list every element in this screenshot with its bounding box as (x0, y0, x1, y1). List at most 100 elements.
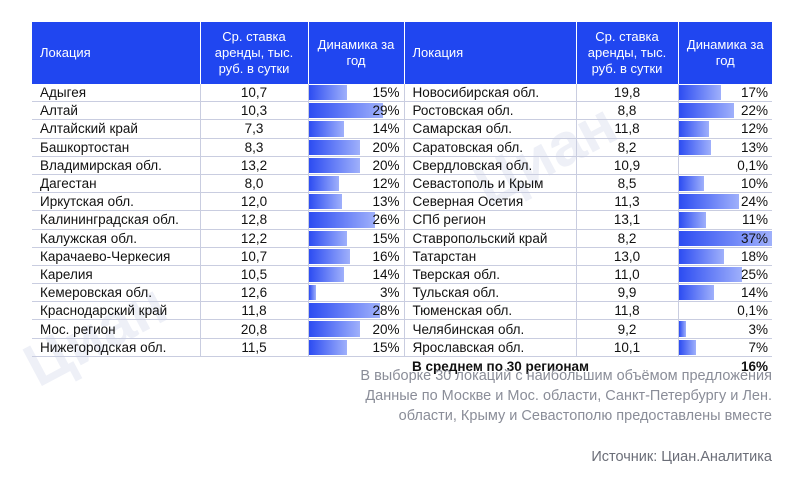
dynamics-value: 28% (372, 303, 400, 319)
location-cell: Самарская обл. (404, 119, 577, 139)
location-cell: Новосибирская обл. (404, 84, 577, 103)
rate-cell: 12,8 (200, 210, 309, 230)
dynamics-value: 14% (740, 285, 768, 301)
dynamics-value: 12% (740, 121, 768, 137)
note-line: области, Крыму и Севастополю предоставле… (398, 408, 772, 424)
dynamics-bar (308, 121, 345, 137)
notes: В выборке 30 локаций с наибольшим объёмо… (360, 366, 772, 426)
dynamics-bar (308, 194, 342, 210)
header-rate-left: Ср. ставка аренды, тыс. руб. в сутки (200, 22, 309, 84)
rate-cell: 13,1 (576, 210, 679, 230)
dynamics-bar (308, 212, 376, 228)
dynamics-value: 17% (740, 85, 768, 101)
dynamics-bar (308, 85, 347, 101)
dynamics-value: 0,1% (737, 303, 768, 319)
table-body: Адыгея 10,7 15% Новосибирская обл. 19,8 17% Ал… (32, 84, 772, 377)
dynamics-value: 37% (740, 230, 768, 246)
rate-cell: 13,2 (200, 156, 309, 175)
rate-cell: 10,1 (576, 338, 679, 357)
dynamics-cell: 10% (678, 174, 772, 194)
rate-cell: 8,0 (200, 174, 309, 194)
location-cell: Кемеровская обл. (32, 283, 201, 303)
dynamics-cell: 20% (308, 138, 405, 157)
dynamics-cell: 12% (308, 174, 405, 194)
dynamics-cell: 20% (308, 319, 405, 339)
dynamics-bar (678, 285, 714, 301)
rate-cell: 11,3 (576, 192, 679, 212)
dynamics-cell: 3% (678, 319, 772, 339)
rate-cell: 8,8 (576, 101, 679, 121)
average-row: В среднем по 30 регионам 16% (32, 356, 772, 377)
table-row: Алтай 10,3 29% Ростовская обл. 8,8 22% (32, 101, 772, 121)
dynamics-value: 3% (379, 285, 400, 301)
location-cell: Дагестан (32, 174, 201, 194)
dynamics-cell: 15% (308, 229, 405, 248)
dynamics-bar (308, 175, 340, 192)
dynamics-bar (308, 303, 381, 319)
location-cell: Алтай (32, 101, 201, 121)
location-cell: Тюменская обл. (404, 301, 577, 321)
dynamics-cell: 37% (678, 229, 772, 248)
dynamics-bar (308, 266, 345, 283)
rate-cell: 9,2 (576, 319, 679, 339)
location-cell: Северная Осетия (404, 192, 577, 212)
dynamics-value: 15% (372, 230, 400, 246)
dynamics-bar (678, 266, 742, 283)
dynamics-value: 13% (740, 139, 768, 155)
rate-cell: 8,5 (576, 174, 679, 194)
table-row: Дагестан 8,0 12% Севастополь и Крым 8,5 10% (32, 174, 772, 194)
location-cell: Мос. регион (32, 319, 201, 339)
dynamics-cell: 15% (308, 84, 405, 103)
dynamics-bar (678, 194, 740, 210)
dynamics-bar (678, 339, 697, 355)
dynamics-bar (308, 285, 317, 301)
dynamics-cell: 14% (678, 283, 772, 303)
rate-cell: 11,0 (576, 265, 679, 285)
note-line: Данные по Москве и Мос. области, Санкт-П… (365, 388, 772, 404)
location-cell: Челябинская обл. (404, 319, 577, 339)
dynamics-bar (308, 157, 360, 173)
rate-cell: 11,8 (576, 119, 679, 139)
location-cell: Тверская обл. (404, 265, 577, 285)
table-row: Алтайский край 7,3 14% Самарская обл. 11,8 12… (32, 119, 772, 139)
rate-cell: 20,8 (200, 319, 309, 339)
dynamics-cell: 3% (308, 283, 405, 303)
table-row: Краснодарский край 11,8 28% Тюменская обл. 1… (32, 301, 772, 321)
table-row: Карелия 10,5 14% Тверская обл. 11,0 25% (32, 265, 772, 285)
dynamics-cell: 22% (678, 101, 772, 121)
dynamics-bar (678, 121, 709, 137)
dynamics-bar (678, 212, 707, 228)
header-dynamics-right: Динамика за год (678, 22, 772, 84)
dynamics-cell: 14% (308, 265, 405, 285)
table-row: Карачаево-Черкесия 10,7 16% Татарстан 13,0 18… (32, 247, 772, 266)
location-cell: Карачаево-Черкесия (32, 247, 201, 266)
table-row: Калининградская обл. 12,8 26% СПб регион 13,… (32, 210, 772, 230)
dynamics-bar (678, 103, 735, 119)
rate-cell: 8,2 (576, 138, 679, 157)
location-cell: Башкортостан (32, 138, 201, 157)
rate-cell: 10,3 (200, 101, 309, 121)
rate-cell: 10,7 (200, 84, 309, 103)
dynamics-cell: 12% (678, 119, 772, 139)
rate-cell: 19,8 (576, 84, 679, 103)
dynamics-cell: 14% (308, 119, 405, 139)
rate-cell: 7,3 (200, 119, 309, 139)
source-label: Источник: Циан.Аналитика (591, 449, 772, 465)
dynamics-cell: 24% (678, 192, 772, 212)
table-row: Кемеровская обл. 12,6 3% Тульская обл. 9,9 14… (32, 283, 772, 303)
dynamics-bar (308, 248, 350, 264)
location-cell: Иркутская обл. (32, 192, 201, 212)
note-line: В выборке 30 локаций с наибольшим объёмо… (360, 368, 772, 384)
dynamics-value: 3% (748, 321, 768, 337)
location-cell: Ростовская обл. (404, 101, 577, 121)
rate-cell: 11,8 (200, 301, 309, 321)
dynamics-bar (308, 230, 347, 246)
dynamics-value: 14% (372, 121, 400, 137)
dynamics-value: 18% (740, 248, 768, 264)
dynamics-cell: 26% (308, 210, 405, 230)
dynamics-value: 20% (372, 139, 400, 155)
dynamics-value: 15% (372, 339, 400, 355)
spacer-cell (32, 356, 404, 377)
location-cell: Алтайский край (32, 119, 201, 139)
dynamics-value: 24% (740, 194, 768, 210)
